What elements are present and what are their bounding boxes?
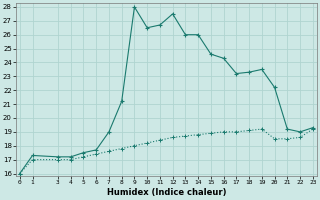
X-axis label: Humidex (Indice chaleur): Humidex (Indice chaleur)	[107, 188, 226, 197]
